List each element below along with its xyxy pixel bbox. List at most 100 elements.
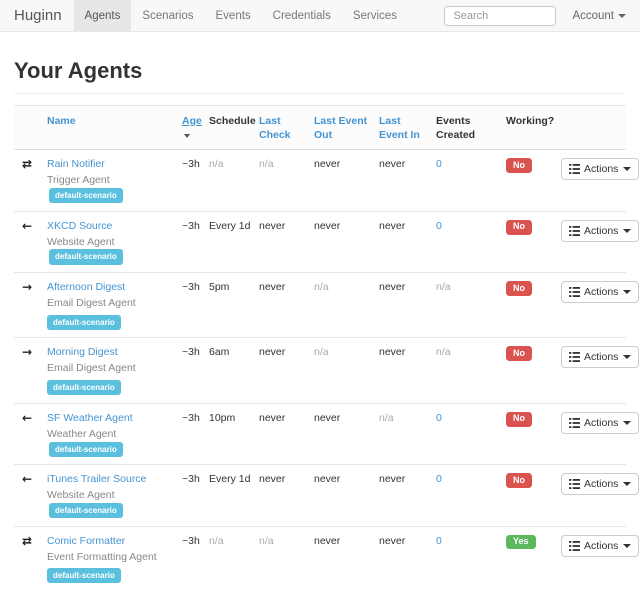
working-badge: No — [506, 473, 532, 489]
chevron-down-icon — [623, 228, 632, 233]
actions-button[interactable]: Actions — [561, 219, 640, 242]
working-badge: No — [506, 281, 532, 296]
actions-button[interactable]: Actions — [561, 346, 640, 369]
last-event-in-cell: n/a — [379, 402, 436, 465]
last-event-in-cell: never — [379, 210, 436, 273]
actions-label: Actions — [584, 416, 619, 429]
transfer-icon: ⇄ — [22, 533, 33, 548]
nav-item-services[interactable]: Services — [352, 10, 397, 22]
events-created-link[interactable]: 0 — [436, 411, 442, 424]
list-icon — [569, 225, 580, 236]
nav-item-events[interactable]: Events — [215, 10, 251, 22]
agent-name-link[interactable]: Afternoon Digest — [47, 281, 126, 294]
last-event-out-cell: never — [314, 158, 341, 171]
scenario-badge[interactable]: default-scenario — [47, 380, 121, 396]
list-icon — [569, 352, 580, 363]
events-created-link[interactable]: 0 — [436, 158, 442, 171]
events-created-cell: n/a — [436, 272, 506, 338]
last-event-out-cell: never — [314, 210, 379, 273]
header-sort-last-event-in[interactable]: Last Event In — [379, 115, 420, 142]
scenario-badge[interactable]: default-scenario — [49, 188, 123, 204]
scenario-badge[interactable]: default-scenario — [49, 441, 123, 457]
header-icon-spacer — [14, 105, 47, 151]
nav-item-agents[interactable]: Agents — [73, 0, 132, 32]
actions-button[interactable]: Actions — [561, 281, 640, 304]
table-row: ← SF Weather Agent Weather Agent default… — [14, 402, 640, 465]
actions-button[interactable]: Actions — [561, 411, 640, 434]
last-check-cell: n/a — [259, 525, 314, 591]
last-check-cell: never — [259, 402, 314, 465]
agent-name-link[interactable]: Comic Formatter — [47, 534, 126, 547]
agent-type-label: Weather Agent — [47, 427, 117, 440]
transfer-icon: ⇄ — [22, 157, 33, 172]
scenario-badge[interactable]: default-scenario — [47, 568, 121, 584]
actions-label: Actions — [584, 224, 619, 237]
last-event-out-cell: never — [314, 464, 379, 527]
header-events-created: Events Created — [436, 105, 506, 151]
agent-name-link[interactable]: Morning Digest — [47, 346, 118, 359]
age-cell: ~3h — [182, 402, 209, 465]
search-input[interactable] — [444, 5, 557, 26]
table-row: ← XKCD Source Website Agent default-scen… — [14, 210, 640, 273]
actions-button[interactable]: Actions — [561, 473, 640, 496]
events-created-link[interactable]: 0 — [436, 219, 442, 232]
list-icon — [569, 417, 580, 428]
schedule-cell: Every 1d — [209, 210, 259, 273]
age-cell: ~3h — [182, 210, 209, 273]
scenario-badge[interactable]: default-scenario — [49, 249, 123, 265]
working-badge: No — [506, 411, 532, 427]
age-cell: ~3h — [182, 337, 209, 404]
events-created-link[interactable]: 0 — [436, 473, 442, 486]
account-dropdown[interactable]: Account — [556, 10, 640, 22]
agent-type-label: Event Formatting Agent — [47, 550, 157, 563]
last-event-in-cell: never — [379, 525, 436, 591]
age-cell: ~3h — [182, 525, 209, 591]
last-event-in-cell: never — [379, 158, 406, 171]
agent-name-link[interactable]: Rain Notifier — [47, 158, 105, 171]
scenario-badge[interactable]: default-scenario — [49, 502, 123, 519]
main-nav: Agents Scenarios Events Credentials Serv… — [73, 0, 408, 32]
header-sort-age[interactable]: Age — [182, 115, 202, 127]
brand-link[interactable]: Huginn — [14, 7, 62, 24]
arrow-left-icon: ← — [22, 410, 33, 425]
agent-name-link[interactable]: iTunes Trailer Source — [47, 473, 147, 486]
chevron-down-icon — [618, 13, 626, 18]
navbar-right: Account — [444, 0, 640, 31]
header-actions-spacer — [561, 105, 626, 151]
table-row: ← iTunes Trailer Source Website Agent de… — [14, 464, 640, 527]
actions-button[interactable]: Actions — [561, 534, 640, 557]
agent-name-link[interactable]: SF Weather Agent — [47, 411, 133, 424]
actions-button[interactable]: Actions — [561, 158, 640, 181]
actions-label: Actions — [584, 539, 619, 552]
last-check-cell: n/a — [259, 158, 274, 171]
header-sort-last-check[interactable]: Last Check — [259, 115, 291, 142]
page-title: Your Agents — [14, 58, 143, 83]
table-row: → Morning Digest Email Digest Agent defa… — [14, 337, 640, 404]
chevron-down-icon — [623, 482, 632, 487]
schedule-cell: 10pm — [209, 402, 259, 465]
events-created-cell: n/a — [436, 337, 506, 404]
nav-item-credentials[interactable]: Credentials — [272, 10, 331, 22]
last-event-out-cell: n/a — [314, 337, 379, 404]
sort-caret-icon — [184, 134, 190, 139]
working-badge: Yes — [506, 534, 536, 550]
schedule-cell: 6am — [209, 337, 259, 404]
header-sort-name[interactable]: Name — [47, 115, 76, 127]
list-icon — [569, 164, 580, 175]
table-row: → Afternoon Digest Email Digest Agent de… — [14, 272, 640, 338]
agent-name-link[interactable]: XKCD Source — [47, 219, 113, 232]
nav-item-scenarios[interactable]: Scenarios — [142, 10, 194, 22]
agent-type-label: Email Digest Agent — [47, 297, 136, 310]
chevron-down-icon — [623, 543, 632, 548]
actions-label: Actions — [584, 351, 619, 364]
header-sort-last-event-out[interactable]: Last Event Out — [314, 115, 368, 142]
table-header-row: Name Age Schedule Last Check Last Event … — [14, 105, 626, 151]
scenario-badge[interactable]: default-scenario — [47, 314, 121, 330]
list-icon — [569, 540, 580, 551]
list-icon — [569, 479, 580, 490]
working-badge: No — [506, 219, 532, 235]
arrow-right-icon: → — [22, 280, 33, 295]
events-created-link[interactable]: 0 — [436, 534, 442, 547]
agents-table: Name Age Schedule Last Check Last Event … — [14, 105, 640, 591]
agent-type-label: Website Agent — [47, 235, 115, 248]
